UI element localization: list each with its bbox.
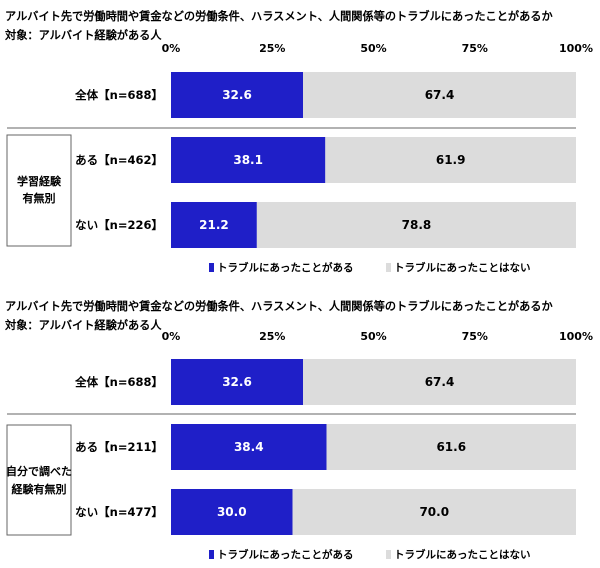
bar-segment (171, 72, 304, 118)
legend-swatch (209, 550, 214, 559)
bar-segment (303, 72, 576, 118)
category-label: ある【n=211】 (75, 440, 163, 454)
group-label-box (6, 424, 72, 536)
bar-segment (171, 359, 304, 405)
bar-segment (326, 424, 576, 470)
data-label: 61.9 (436, 153, 466, 167)
data-label: 32.6 (222, 88, 252, 102)
bar-segment (171, 424, 327, 470)
bar-segment (256, 202, 576, 248)
bar-segment (171, 489, 293, 535)
x-tick-label: 100% (559, 42, 593, 55)
x-tick-label: 25% (259, 330, 285, 343)
legend-entry: トラブルにあったことはない (394, 261, 531, 274)
legend-swatch (386, 550, 391, 559)
x-tick-label: 75% (462, 330, 488, 343)
legend-swatch (209, 263, 214, 272)
chart-title: アルバイト先で労働時間や賃金などの労働条件、ハラスメント、人間関係等のトラブルに… (5, 299, 553, 313)
x-tick-label: 100% (559, 330, 593, 343)
chart-panel-2: アルバイト先で労働時間や賃金などの労働条件、ハラスメント、人間関係等のトラブルに… (4, 299, 593, 561)
group-label: 自分で調べた (6, 464, 72, 478)
bar-segment (325, 137, 576, 183)
chart-subtitle: 対象：アルバイト経験がある人 (4, 318, 162, 332)
x-tick-label: 0% (162, 330, 181, 343)
group-label: 有無別 (23, 191, 56, 205)
bar-segment (292, 489, 576, 535)
bar-segment (171, 202, 257, 248)
legend-entry: トラブルにあったことがある (217, 261, 354, 274)
group-label-box (6, 134, 72, 247)
data-label: 67.4 (425, 375, 455, 389)
chart-subtitle: 対象：アルバイト経験がある人 (4, 28, 162, 42)
category-label: 全体【n=688】 (74, 88, 163, 102)
data-label: 32.6 (222, 375, 252, 389)
x-tick-label: 75% (462, 42, 488, 55)
data-label: 78.8 (402, 218, 432, 232)
category-label: ある【n=462】 (75, 153, 163, 167)
bar-segment (171, 137, 326, 183)
category-label: ない【n=477】 (75, 505, 163, 519)
legend-entry: トラブルにあったことがある (217, 548, 354, 561)
data-label: 38.1 (233, 153, 263, 167)
category-label: ない【n=226】 (75, 218, 163, 232)
data-label: 30.0 (217, 505, 247, 519)
legend-entry: トラブルにあったことはない (394, 548, 531, 561)
data-label: 38.4 (234, 440, 264, 454)
chart-panel-1: アルバイト先で労働時間や賃金などの労働条件、ハラスメント、人間関係等のトラブルに… (4, 9, 593, 274)
group-label: 学習経験 (17, 174, 62, 188)
category-label: 全体【n=688】 (74, 375, 163, 389)
data-label: 21.2 (199, 218, 229, 232)
x-tick-label: 50% (360, 330, 386, 343)
group-label: 経験有無別 (12, 482, 67, 496)
data-label: 67.4 (425, 88, 455, 102)
bar-segment (303, 359, 576, 405)
x-tick-label: 50% (360, 42, 386, 55)
x-tick-label: 0% (162, 42, 181, 55)
data-label: 61.6 (436, 440, 466, 454)
chart-title: アルバイト先で労働時間や賃金などの労働条件、ハラスメント、人間関係等のトラブルに… (5, 9, 553, 23)
x-tick-label: 25% (259, 42, 285, 55)
legend-swatch (386, 263, 391, 272)
data-label: 70.0 (419, 505, 449, 519)
